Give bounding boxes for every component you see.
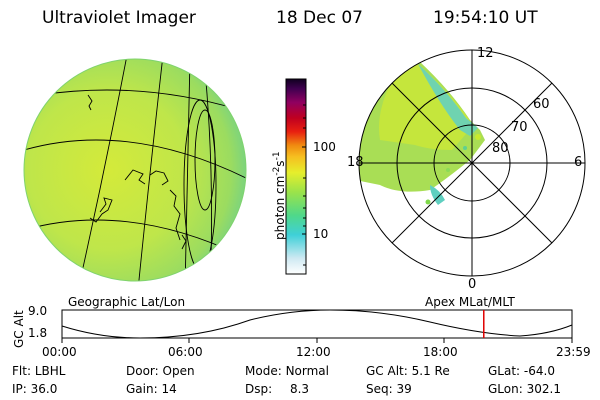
- orbit-plot: [61, 309, 573, 343]
- info-gc-alt: GC Alt: 5.1 Re: [366, 364, 450, 378]
- orbit-ylabel: GC Alt: [12, 310, 26, 348]
- info-ip: IP: 36.0: [12, 382, 58, 396]
- info-flt: Flt: LBHL: [12, 364, 66, 378]
- info-glon: GLon: 302.1: [488, 382, 561, 396]
- mlt-label-0: 0: [468, 277, 477, 292]
- info-seq: Seq: 39: [366, 382, 412, 396]
- info-door: Door: Open: [126, 364, 195, 378]
- info-mode: Mode: Normal: [245, 364, 329, 378]
- orbit-ytick-low: 1.8: [28, 326, 48, 340]
- orbit-ytick-high: 9.0: [28, 304, 48, 318]
- orbit-xtick-3: 18:00: [423, 345, 458, 359]
- globe-image: [23, 58, 247, 282]
- colorbar-tick-10: 10: [313, 227, 329, 241]
- info-dsp: Dsp: 8.3: [245, 382, 310, 396]
- orbit-xtick-2: 12:00: [296, 345, 331, 359]
- colorbar: [285, 78, 307, 275]
- mlat-label-70: 70: [511, 120, 528, 135]
- info-glat: GLat: -64.0: [488, 364, 555, 378]
- colorbar-unit-label: photon cm-2s-1: [272, 151, 287, 240]
- info-gain: Gain: 14: [126, 382, 177, 396]
- orbit-xtick-1: 06:00: [168, 345, 203, 359]
- orbit-xtick-4: 23:59: [556, 345, 591, 359]
- right-panel-caption: Apex MLat/MLT: [425, 295, 515, 309]
- mlat-label-60: 60: [533, 97, 550, 112]
- mlt-label-18: 18: [347, 155, 364, 170]
- mlt-label-6: 6: [574, 155, 583, 170]
- orbit-xtick-0: 00:00: [42, 345, 77, 359]
- colorbar-tick-100: 100: [313, 140, 336, 154]
- instrument-title: Ultraviolet Imager: [42, 8, 196, 28]
- mlat-label-80: 80: [492, 141, 509, 156]
- date-label: 18 Dec 07: [276, 8, 363, 28]
- left-panel-caption: Geographic Lat/Lon: [68, 295, 186, 309]
- mlt-label-12: 12: [477, 46, 494, 61]
- polar-plot: [358, 49, 586, 277]
- time-label: 19:54:10 UT: [433, 8, 538, 28]
